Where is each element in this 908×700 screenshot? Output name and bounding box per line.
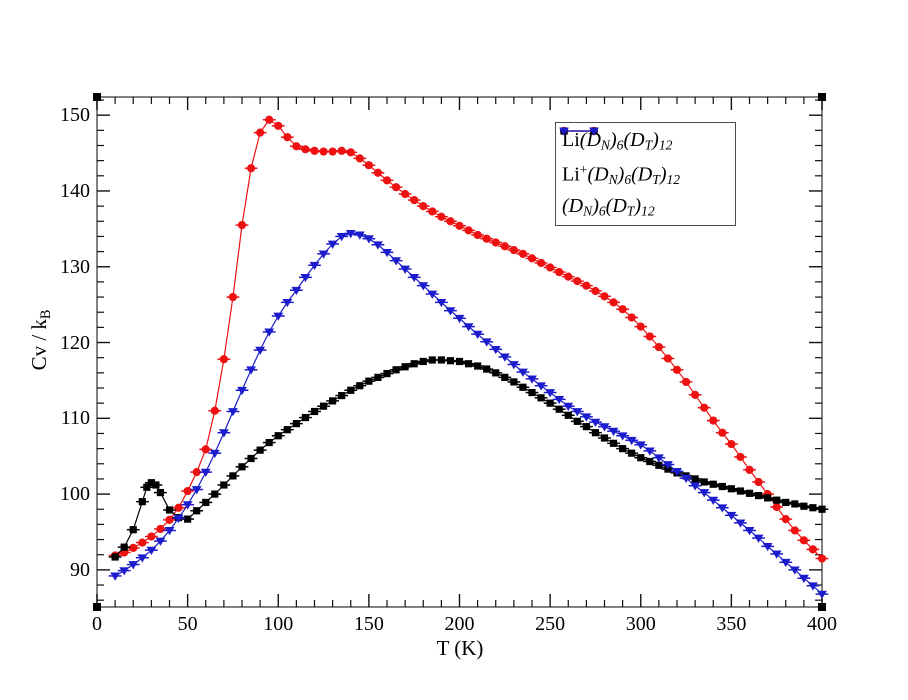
legend-entry-2: (DN)6(DT)12 bbox=[556, 127, 735, 224]
legend-box: Li(DN)6(DT)12 Li+(DN)6(DT)12 (DN)6(DT)12 bbox=[555, 122, 736, 226]
legend-label: (DN)6(DT)12 bbox=[562, 195, 655, 219]
frame-corner-handle[interactable] bbox=[818, 603, 826, 611]
legend-label: Li+(DN)6(DT)12 bbox=[562, 161, 681, 187]
series-1-symbols bbox=[111, 356, 826, 561]
series-1-square bbox=[108, 356, 829, 561]
series-1-line bbox=[114, 359, 823, 558]
series-2-line bbox=[114, 232, 823, 595]
legend-sample-triangle-down-icon bbox=[559, 127, 599, 136]
frame-corner-handle[interactable] bbox=[818, 93, 826, 101]
series-1-error-caps bbox=[108, 359, 829, 558]
series-2-triangle-down bbox=[108, 230, 829, 599]
x-axis-ticks bbox=[96, 97, 823, 607]
legend-entry-1: Li+(DN)6(DT)12 bbox=[556, 127, 735, 191]
frame-corner-handles[interactable] bbox=[93, 93, 826, 611]
legend-label: Li(DN)6(DT)12 bbox=[562, 129, 673, 153]
y-axis-ticks bbox=[97, 99, 822, 601]
frame-corner-handle[interactable] bbox=[93, 93, 101, 101]
series-2-symbols bbox=[110, 230, 827, 599]
frame-corner-handle[interactable] bbox=[93, 603, 101, 611]
series-2-error-caps bbox=[108, 232, 829, 595]
